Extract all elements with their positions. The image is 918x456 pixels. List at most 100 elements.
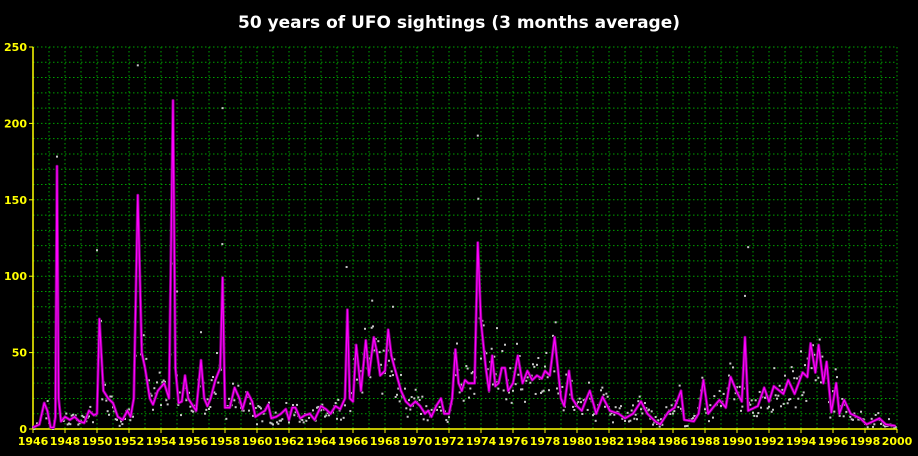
monthly-point: [454, 374, 457, 377]
monthly-point: [81, 414, 84, 417]
monthly-point: [370, 326, 373, 329]
monthly-point: [648, 408, 650, 411]
monthly-point: [524, 400, 526, 403]
series-point: [234, 387, 236, 389]
monthly-point: [184, 387, 186, 390]
monthly-point: [448, 416, 450, 419]
series-point: [787, 379, 789, 381]
series-point: [586, 397, 588, 400]
monthly-point: [882, 424, 885, 427]
monthly-point: [870, 417, 873, 420]
outlier-point: [392, 305, 394, 308]
series-point: [491, 355, 493, 357]
monthly-point: [834, 368, 837, 371]
monthly-point: [210, 379, 213, 382]
monthly-point: [342, 416, 345, 419]
monthly-point: [177, 403, 180, 406]
monthly-point: [188, 391, 190, 394]
monthly-point: [388, 359, 390, 362]
monthly-point: [589, 397, 592, 400]
monthly-point: [665, 406, 668, 409]
x-tick-label: 1974: [466, 435, 497, 448]
monthly-point: [460, 383, 462, 386]
monthly-point: [884, 425, 886, 428]
monthly-point: [328, 414, 330, 417]
monthly-point: [208, 407, 210, 410]
monthly-point: [509, 367, 512, 370]
monthly-point: [857, 418, 860, 421]
y-tick-label: 200: [4, 117, 27, 130]
series-point: [467, 382, 469, 384]
series-point: [878, 417, 881, 419]
monthly-point: [772, 408, 774, 411]
monthly-point: [118, 424, 121, 427]
monthly-point: [473, 392, 476, 395]
monthly-point: [802, 391, 805, 394]
x-tick-label: 1982: [594, 435, 625, 448]
series-point: [557, 367, 559, 369]
monthly-point: [814, 379, 817, 382]
monthly-point: [732, 366, 734, 369]
monthly-point: [704, 408, 706, 411]
monthly-point: [148, 379, 150, 382]
series-point: [60, 420, 62, 422]
series-point: [581, 410, 583, 412]
monthly-point: [110, 395, 113, 398]
x-tick-label: 1956: [178, 435, 209, 448]
monthly-point: [646, 409, 649, 412]
series-point: [838, 413, 841, 415]
monthly-point: [872, 425, 874, 428]
monthly-point: [65, 412, 68, 415]
monthly-point: [185, 399, 188, 402]
monthly-point: [510, 401, 513, 404]
monthly-point: [680, 407, 682, 410]
series-point: [560, 397, 562, 400]
monthly-point: [640, 408, 642, 411]
monthly-point: [228, 397, 230, 400]
monthly-point: [661, 423, 664, 426]
series-point: [246, 391, 248, 393]
monthly-point: [812, 344, 814, 347]
series-point: [501, 367, 503, 369]
monthly-point: [741, 405, 744, 408]
outlier-point: [345, 266, 348, 269]
x-tick-label: 1994: [786, 435, 817, 448]
monthly-point: [740, 409, 742, 412]
x-tick-label: 1968: [370, 435, 401, 448]
series-point: [544, 370, 546, 372]
series-point: [355, 344, 357, 346]
series-point: [554, 336, 556, 338]
series-point: [320, 405, 322, 407]
monthly-point: [657, 419, 660, 422]
monthly-point: [821, 355, 824, 358]
monthly-point: [281, 418, 284, 421]
monthly-point: [586, 408, 589, 411]
monthly-point: [781, 388, 784, 391]
monthly-point: [789, 398, 792, 401]
series-point: [325, 408, 327, 410]
monthly-point: [360, 370, 362, 373]
monthly-point: [492, 383, 494, 386]
series-point: [137, 194, 139, 196]
series-point: [474, 382, 476, 384]
monthly-point: [650, 410, 653, 413]
series-point: [222, 277, 224, 279]
monthly-point: [570, 379, 573, 382]
monthly-point: [553, 370, 556, 373]
outlier-point: [221, 107, 224, 110]
x-tick-label: 1962: [274, 435, 305, 448]
monthly-point: [213, 391, 216, 394]
monthly-point: [508, 391, 510, 394]
series-point: [280, 413, 282, 415]
monthly-point: [728, 374, 730, 377]
monthly-point: [544, 365, 546, 368]
monthly-point: [638, 395, 641, 398]
series-point: [112, 402, 114, 404]
series-point: [187, 397, 189, 400]
monthly-point: [502, 389, 505, 392]
monthly-point: [145, 357, 148, 360]
monthly-point: [394, 395, 397, 398]
monthly-point: [344, 404, 346, 407]
monthly-point: [165, 399, 168, 402]
monthly-point: [369, 376, 372, 379]
